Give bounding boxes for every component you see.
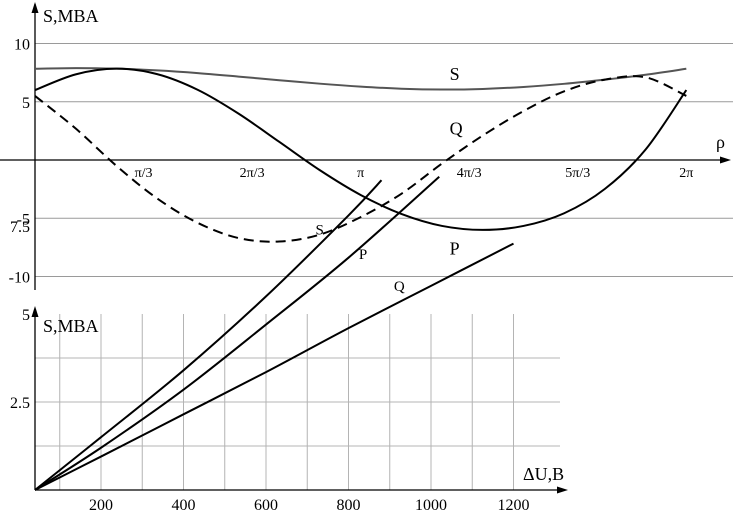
bottom-series-label-q: Q (394, 279, 405, 295)
top-series-label-s: S (450, 64, 460, 84)
bottom-chart: S,MBA ΔU,B 2.5 5 7.5 200 400 600 800 1000 1200 S P Q (10, 175, 568, 514)
bottom-series-line-q (34, 242, 514, 491)
bottom-series-line-s (34, 179, 383, 491)
bottom-x-tick-label: 600 (254, 497, 278, 514)
bottom-series-label-s: S (316, 223, 324, 239)
bottom-x-tick-label: 400 (172, 497, 196, 514)
top-x-axis-title: ρ (716, 132, 725, 152)
top-x-axis-arrow (720, 156, 731, 164)
top-x-tick-label: 4π/3 (457, 166, 482, 181)
top-y-tick-label: -5 (17, 211, 30, 228)
top-y-tick-label: 5 (22, 95, 30, 112)
top-y-tick-label: 10 (14, 37, 30, 54)
top-series-line-s (34, 67, 687, 91)
top-x-tick-label: 2π (679, 166, 693, 181)
bottom-y-tick-label: 7.5 (10, 219, 30, 236)
bottom-x-tick-label: 1000 (415, 497, 447, 514)
bottom-y-axis-arrow (31, 306, 39, 317)
top-series-label-p: P (450, 239, 460, 259)
top-chart: S,MBA ρ 10 5 -5 -10 π/3 2π/3 π 4π/3 5π/3 2π S P Q (0, 2, 733, 290)
bottom-x-axis-arrow (557, 486, 568, 494)
top-y-axis-title: S,MBA (43, 6, 99, 26)
bottom-x-axis-title: ΔU,B (523, 464, 564, 484)
bottom-series-label-p: P (359, 247, 367, 263)
top-x-tick-label: π/3 (135, 166, 153, 181)
top-series-line-q (34, 75, 687, 243)
bottom-x-tick-label: 1200 (498, 497, 530, 514)
top-series-label-q: Q (450, 119, 463, 139)
top-y-tick-label: -10 (9, 270, 30, 287)
top-x-tick-label: 5π/3 (565, 166, 590, 181)
bottom-y-axis-title: S,MBA (43, 316, 99, 336)
bottom-y-tick-label: 2.5 (10, 395, 30, 412)
top-y-axis-arrow (31, 2, 39, 13)
bottom-series-line-p (34, 175, 440, 491)
top-x-tick-label: π (357, 166, 364, 181)
top-x-tick-label: 2π/3 (240, 166, 265, 181)
top-series-line-p (34, 67, 688, 231)
bottom-x-tick-label: 800 (337, 497, 361, 514)
bottom-x-tick-label: 200 (89, 497, 113, 514)
bottom-y-tick-label: 5 (22, 307, 30, 324)
